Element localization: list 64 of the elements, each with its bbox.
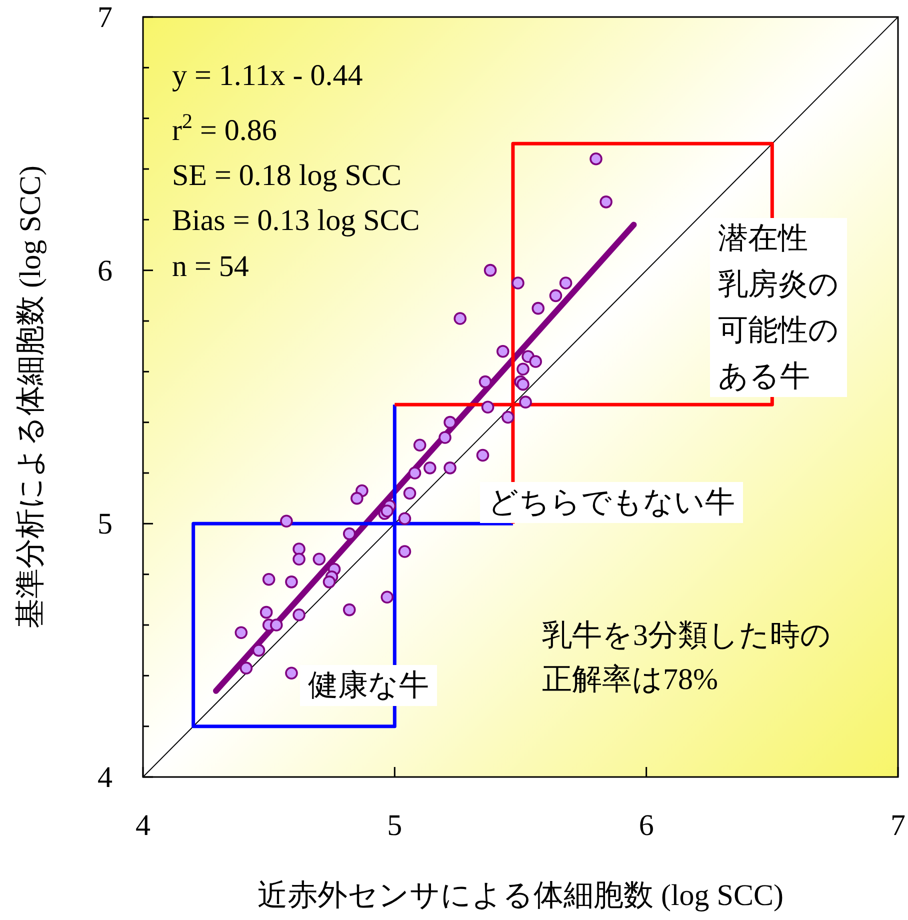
y-tick-label: 5 <box>98 508 112 541</box>
point <box>590 152 602 166</box>
point <box>322 576 336 588</box>
y-tick-label: 4 <box>98 761 112 794</box>
point <box>413 438 426 452</box>
point <box>516 362 530 376</box>
point <box>559 276 572 290</box>
point <box>292 608 306 622</box>
point <box>502 410 514 424</box>
annotation: r$^{2}$ = 0.86 <box>172 109 277 147</box>
point <box>240 662 253 674</box>
point <box>292 552 306 566</box>
point <box>484 264 497 277</box>
annotation: 潜在性乳房炎の可能性のある牛 <box>718 222 839 393</box>
point <box>280 514 293 528</box>
point <box>380 504 394 518</box>
point <box>408 466 422 480</box>
annotation: Bias = 0.13 log SCC <box>172 204 420 237</box>
y-tick-label: 7 <box>98 1 112 34</box>
point <box>529 355 542 368</box>
x-tick-label: 7 <box>890 809 906 842</box>
point <box>444 416 456 429</box>
point <box>424 462 436 474</box>
point <box>532 302 545 315</box>
point <box>478 375 492 388</box>
point <box>454 312 466 325</box>
x-axis-title: 近赤外センサによる体細胞数 (log SCC) <box>257 879 784 912</box>
point <box>350 492 364 505</box>
point <box>252 644 266 657</box>
point <box>342 603 356 616</box>
point <box>549 289 562 302</box>
annotation: SE = 0.18 log SCC <box>172 159 402 192</box>
point <box>312 552 326 566</box>
x-tick-label: 4 <box>136 809 150 842</box>
point <box>444 462 456 474</box>
annotation: n = 54 <box>172 250 249 283</box>
point <box>285 576 298 588</box>
annotation: 乳牛を3分類した時の正解率は78% <box>542 619 831 696</box>
point <box>600 196 612 208</box>
point <box>260 606 273 619</box>
annotation: y = 1.11x - 0.44 <box>172 59 363 92</box>
point <box>481 400 494 414</box>
x-tick-label: 6 <box>638 809 654 842</box>
point <box>234 626 248 639</box>
point <box>285 666 298 680</box>
point <box>516 378 530 391</box>
y-tick-label: 6 <box>98 254 112 288</box>
point <box>270 618 283 632</box>
point <box>398 512 412 525</box>
point <box>403 486 416 500</box>
annotation: 健康な牛 <box>308 669 429 702</box>
annotation: どちらでもない牛 <box>488 486 735 519</box>
point <box>398 545 412 558</box>
point <box>380 590 394 604</box>
point <box>292 542 306 556</box>
point <box>476 448 490 462</box>
x-tick-label: 5 <box>387 809 402 842</box>
point <box>496 345 510 358</box>
point <box>438 431 452 444</box>
point <box>519 396 532 408</box>
y-axis-title: 基準分析による体細胞数 (log SCC) <box>14 165 47 629</box>
point <box>262 573 276 586</box>
point <box>342 527 356 540</box>
point <box>512 276 524 290</box>
